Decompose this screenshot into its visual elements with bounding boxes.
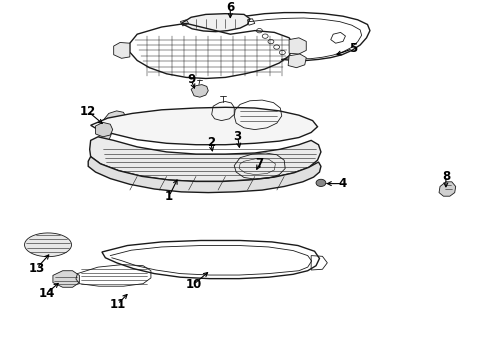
Polygon shape (88, 157, 321, 193)
Polygon shape (439, 182, 456, 196)
Text: 9: 9 (187, 73, 195, 86)
Text: 6: 6 (226, 1, 234, 14)
Text: 3: 3 (234, 130, 242, 143)
Polygon shape (181, 14, 250, 32)
Polygon shape (114, 42, 130, 58)
Polygon shape (191, 85, 208, 97)
Polygon shape (24, 233, 72, 257)
Text: 11: 11 (109, 298, 126, 311)
Text: 7: 7 (256, 157, 264, 170)
Text: 10: 10 (185, 278, 202, 291)
Polygon shape (289, 38, 306, 54)
Polygon shape (90, 137, 321, 181)
Polygon shape (98, 129, 112, 142)
Text: 8: 8 (442, 170, 450, 183)
Text: 12: 12 (80, 105, 97, 118)
Polygon shape (103, 111, 126, 130)
Text: 4: 4 (339, 177, 347, 190)
Text: 1: 1 (165, 190, 173, 203)
Text: 14: 14 (38, 287, 55, 300)
Text: 2: 2 (207, 136, 215, 149)
Circle shape (316, 179, 326, 186)
Polygon shape (96, 122, 113, 137)
Text: 5: 5 (349, 42, 357, 55)
Polygon shape (53, 271, 79, 287)
Polygon shape (91, 107, 318, 145)
Polygon shape (288, 54, 306, 68)
Text: 13: 13 (28, 262, 45, 275)
